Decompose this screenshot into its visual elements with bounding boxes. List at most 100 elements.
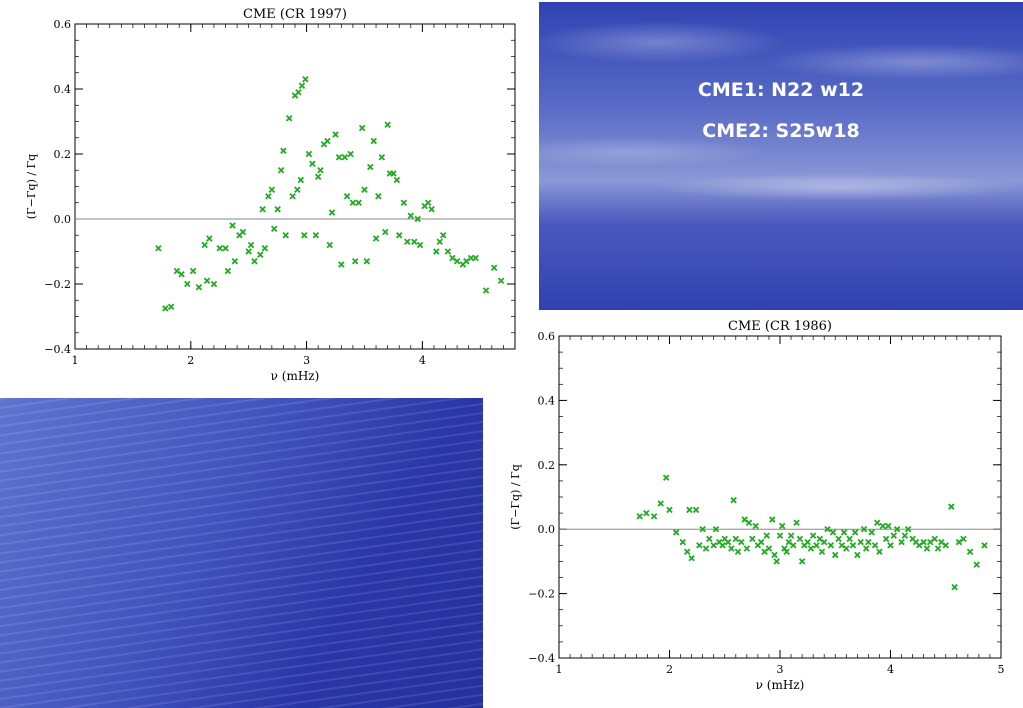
data-point [332,131,339,138]
data-point [769,516,776,523]
data-point [827,542,835,549]
data-point [692,506,700,514]
data-point [643,509,650,517]
data-point [482,287,490,294]
x-tick-label: 1 [72,354,79,367]
data-point [203,277,211,284]
data-point [167,303,175,310]
data-point [829,529,837,536]
y-tick-label: −0.4 [528,652,555,665]
data-point [818,548,826,555]
data-point [222,245,229,252]
data-point [719,542,726,549]
y-tick-label: 0.2 [538,459,556,472]
data-point [439,232,447,239]
data-point [657,500,664,507]
data-point [361,186,368,193]
data-point [773,558,780,565]
data-point [184,280,191,288]
data-point [901,532,909,539]
y-tick-label: 0.4 [54,83,72,96]
data-point [865,538,872,546]
data-point [849,542,857,549]
chart-title: CME (CR 1986) [728,319,832,334]
data-point [702,545,710,552]
y-axis-label: (Γ−Γq) / Γq [25,154,38,219]
data-point [851,529,859,536]
cme1-location-label: CME1: N22 w12 [697,79,865,101]
y-tick-label: 0.4 [538,394,556,407]
data-point [351,258,359,265]
data-point [882,535,890,543]
data-point [862,545,870,552]
data-point [793,519,800,526]
data-point [798,558,806,565]
data-point [683,548,691,555]
data-point [349,199,357,206]
data-point [189,267,197,275]
data-point [696,542,703,549]
data-point [724,538,732,546]
data-point [216,245,223,252]
data-point [270,225,278,232]
data-point [923,545,931,552]
data-point [247,241,255,249]
data-point [776,532,784,539]
data-point [314,173,322,180]
data-point [743,545,751,552]
data-point [335,154,343,161]
data-point [201,241,208,249]
data-point [338,261,345,268]
data-point [920,538,927,546]
data-point [472,254,479,262]
data-point [416,241,424,249]
data-point [343,193,351,200]
x-tick-label: 2 [666,663,673,676]
data-point [358,124,366,132]
data-point [672,529,680,536]
x-tick-label: 3 [777,663,784,676]
data-point [885,522,892,530]
data-point [490,264,498,271]
data-point [871,542,879,549]
data-point [375,193,382,200]
data-point [400,199,408,206]
data-point [239,228,247,236]
data-point [295,89,302,96]
data-point [843,545,850,552]
x-tick-label: 4 [887,663,894,676]
data-point [428,206,435,213]
x-tick-label: 5 [998,663,1005,676]
x-tick-label: 1 [556,663,563,676]
data-point [433,248,440,255]
data-point [395,232,403,239]
y-tick-label: −0.2 [44,278,71,291]
data-point [840,529,848,536]
data-point [245,248,252,255]
data-point [887,542,894,549]
data-point [298,82,306,89]
data-point [155,245,162,252]
data-point [879,522,887,530]
y-tick-label: −0.2 [528,588,555,601]
data-point [710,542,717,549]
data-point [355,199,362,206]
cme2-location-label: CME2: S25w18 [702,120,860,142]
data-point [973,561,980,568]
data-point [268,186,276,193]
data-point [231,258,239,265]
data-point [301,232,308,239]
data-point [282,232,289,239]
data-point [904,525,912,533]
data-point [846,535,853,543]
data-point [650,513,658,520]
data-point [317,167,324,174]
data-point [783,548,790,555]
data-point [372,235,380,242]
data-point [229,222,236,229]
data-point [289,193,296,200]
data-point [326,241,333,249]
x-tick-label: 3 [303,354,310,367]
data-point [393,176,401,184]
data-point [874,519,881,526]
